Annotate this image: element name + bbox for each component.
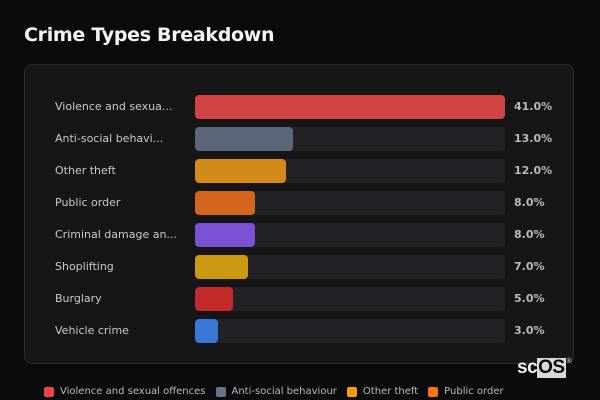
bar-fill[interactable] — [195, 191, 256, 215]
legend-item[interactable]: Other theft — [346, 386, 419, 397]
bar-track — [195, 319, 505, 343]
bar-track — [195, 127, 505, 151]
legend-swatch-icon — [215, 386, 226, 397]
bar-track — [195, 223, 505, 247]
bar-value: 7.0% — [514, 260, 545, 273]
bar-row: Vehicle crime 3.0% — [25, 319, 575, 343]
bar-label: Violence and sexua... — [55, 100, 173, 113]
bar-fill[interactable] — [195, 95, 505, 119]
bar-row: Anti-social behavi... 13.0% — [25, 127, 575, 151]
bar-label: Burglary — [55, 292, 102, 305]
legend-swatch-icon — [346, 386, 357, 397]
chart-title: Crime Types Breakdown — [24, 24, 275, 46]
bar-row: Shoplifting 7.0% — [25, 255, 575, 279]
bar-track — [195, 159, 505, 183]
chart-card: Violence and sexua... 41.0% Anti-social … — [24, 64, 574, 364]
bar-value: 8.0% — [514, 228, 545, 241]
legend-item[interactable]: Anti-social behaviour — [215, 386, 337, 397]
bar-track — [195, 95, 505, 119]
bar-row: Other theft 12.0% — [25, 159, 575, 183]
bar-value: 5.0% — [514, 292, 545, 305]
bar-track — [195, 287, 505, 311]
legend-item[interactable]: Public order — [428, 386, 504, 397]
bar-value: 12.0% — [514, 164, 553, 177]
legend-label: Public order — [444, 386, 504, 397]
bar-label: Shoplifting — [55, 260, 114, 273]
bar-label: Public order — [55, 196, 121, 209]
bar-track — [195, 255, 505, 279]
legend-label: Violence and sexual offences — [60, 386, 206, 397]
bar-fill[interactable] — [195, 319, 218, 343]
bar-row: Burglary 5.0% — [25, 287, 575, 311]
chart-legend: Violence and sexual offences Anti-social… — [44, 386, 504, 397]
bar-value: 13.0% — [514, 132, 553, 145]
bar-label: Other theft — [55, 164, 116, 177]
bar-row: Criminal damage an... 8.0% — [25, 223, 575, 247]
bar-fill[interactable] — [195, 159, 286, 183]
legend-swatch-icon — [428, 386, 439, 397]
bar-fill[interactable] — [195, 255, 248, 279]
bar-label: Vehicle crime — [55, 324, 129, 337]
bar-value: 8.0% — [514, 196, 545, 209]
bar-label: Criminal damage an... — [55, 228, 177, 241]
bar-fill[interactable] — [195, 287, 233, 311]
legend-label: Other theft — [362, 386, 419, 397]
scos-logo: sc OS ® — [517, 357, 572, 378]
bar-row: Violence and sexua... 41.0% — [25, 95, 575, 119]
legend-item[interactable]: Violence and sexual offences — [44, 386, 206, 397]
logo-os: OS — [537, 357, 566, 378]
bar-fill[interactable] — [195, 223, 256, 247]
bar-value: 3.0% — [514, 324, 545, 337]
legend-label: Anti-social behaviour — [231, 386, 337, 397]
legend-swatch-icon — [44, 386, 54, 397]
bar-fill[interactable] — [195, 127, 294, 151]
bar-row: Public order 8.0% — [25, 191, 575, 215]
bar-track — [195, 191, 505, 215]
bar-value: 41.0% — [514, 100, 553, 113]
bar-label: Anti-social behavi... — [55, 132, 164, 145]
registered-icon: ® — [566, 358, 572, 365]
logo-sc: sc — [517, 357, 538, 378]
